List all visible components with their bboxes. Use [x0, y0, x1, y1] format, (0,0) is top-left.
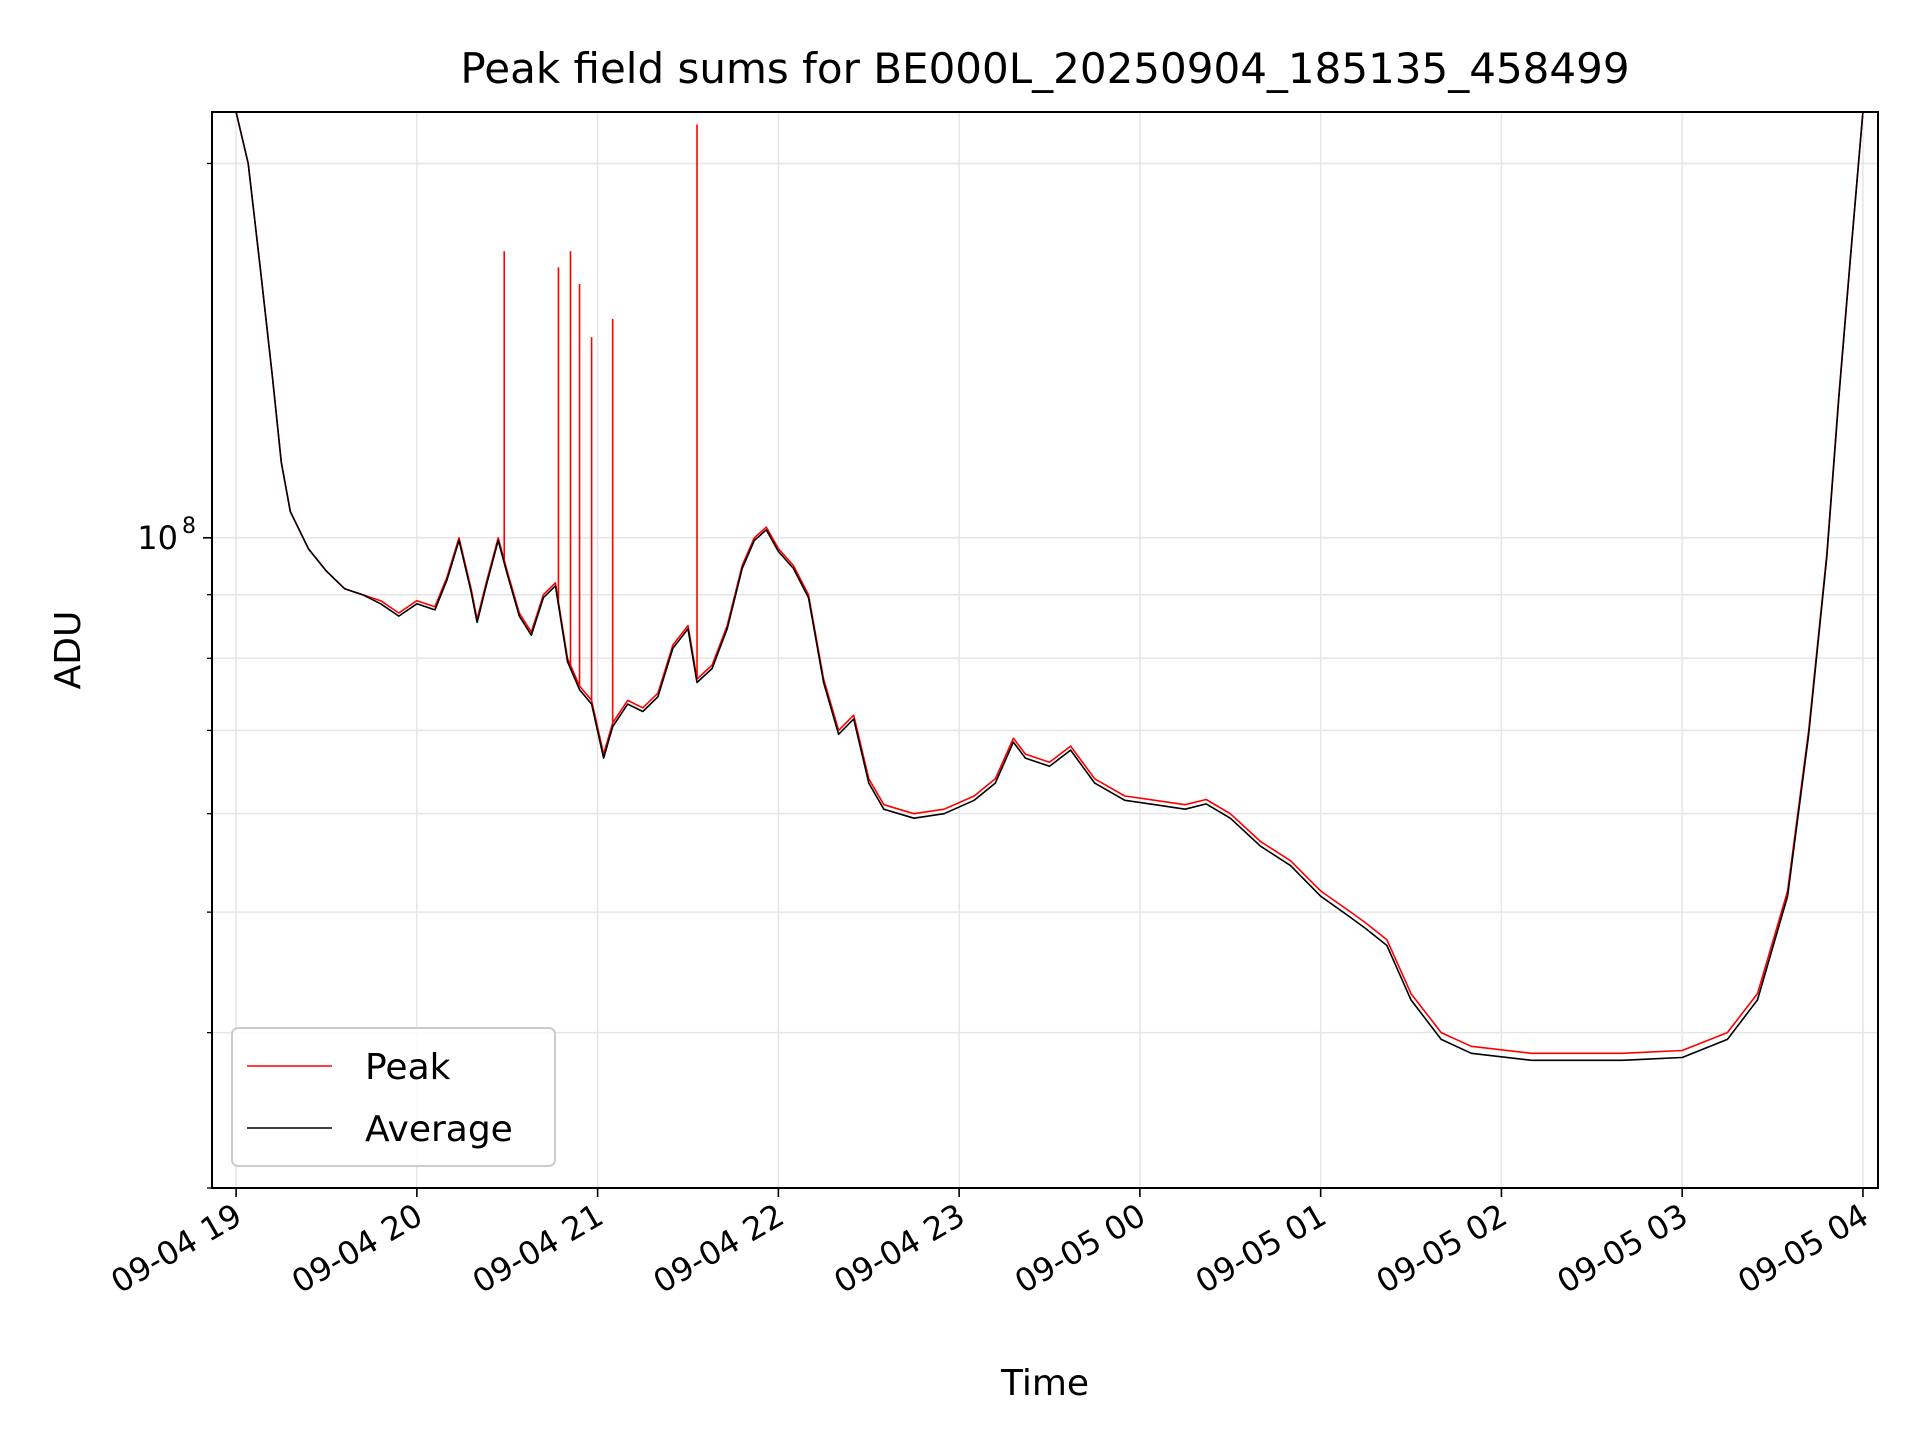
y-tick-label: 10 — [137, 519, 178, 557]
plot-frame — [211, 111, 1879, 1189]
x-axis-label: Time — [1000, 1363, 1089, 1404]
series-line-average — [235, 112, 1864, 1062]
legend-label-peak: Peak — [365, 1047, 451, 1088]
y-tick-label-exponent: 8 — [182, 514, 196, 539]
series-layer — [235, 112, 1864, 1062]
series-line-peak — [235, 112, 1864, 1055]
chart-title: Peak field sums for BE000L_20250904_1851… — [460, 44, 1629, 93]
legend-label-average: Average — [365, 1109, 513, 1150]
y-axis-label: ADU — [48, 611, 89, 690]
legend-box — [231, 1027, 556, 1167]
legend: Peak Average — [231, 1027, 556, 1167]
